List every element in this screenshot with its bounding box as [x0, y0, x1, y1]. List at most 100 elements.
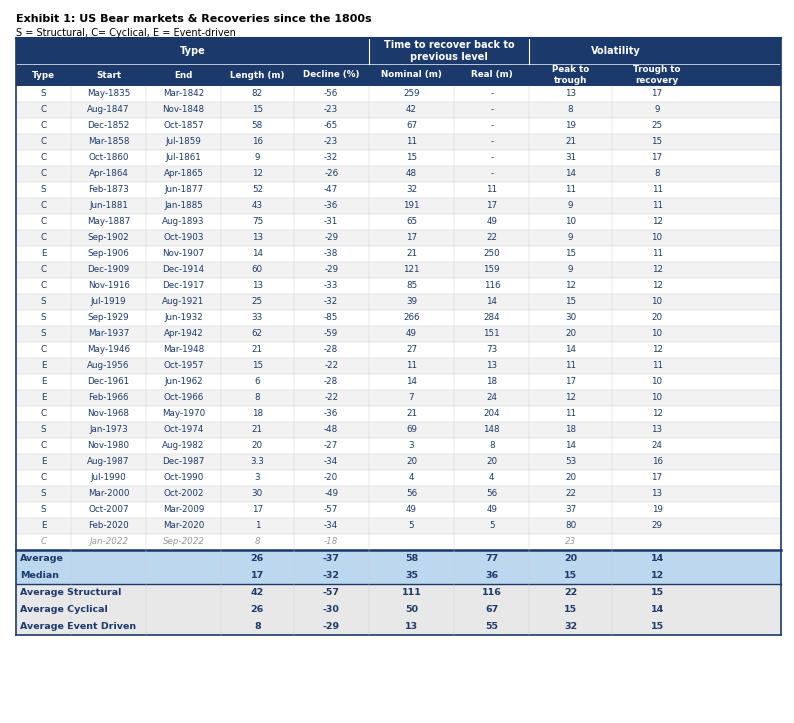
Text: -32: -32 [322, 571, 340, 580]
Text: 56: 56 [406, 489, 417, 498]
Text: Nov-1916: Nov-1916 [87, 281, 129, 291]
Text: 20: 20 [565, 330, 576, 338]
Text: 10: 10 [652, 234, 663, 242]
Text: 17: 17 [251, 571, 264, 580]
Text: 25: 25 [252, 297, 263, 307]
Text: C: C [40, 265, 47, 275]
Text: -85: -85 [324, 314, 338, 322]
Text: Mar-1937: Mar-1937 [88, 330, 129, 338]
Text: 14: 14 [565, 346, 576, 354]
Text: 5: 5 [489, 521, 495, 531]
Text: E: E [40, 362, 46, 370]
Text: 204: 204 [484, 409, 500, 419]
Text: 85: 85 [406, 281, 417, 291]
Text: Aug-1921: Aug-1921 [163, 297, 205, 307]
Text: Dec-1909: Dec-1909 [87, 265, 129, 275]
Text: May-1887: May-1887 [87, 218, 130, 226]
Text: 7: 7 [409, 393, 414, 403]
Text: -36: -36 [324, 409, 338, 419]
Bar [16, 64, 781, 86]
Text: 17: 17 [406, 234, 417, 242]
Text: 116: 116 [482, 588, 502, 597]
Text: 58: 58 [252, 121, 263, 130]
Text: -30: -30 [322, 605, 340, 614]
Text: 3.3: 3.3 [250, 458, 264, 466]
Bar [16, 470, 781, 486]
Text: Apr-1865: Apr-1865 [164, 169, 203, 179]
Text: 4: 4 [489, 474, 495, 482]
Text: 20: 20 [252, 442, 263, 450]
Text: S = Structural, C= Cyclical, E = Event-driven: S = Structural, C= Cyclical, E = Event-d… [16, 28, 236, 38]
Text: Jul-1990: Jul-1990 [91, 474, 126, 482]
Text: 48: 48 [406, 169, 417, 179]
Text: Oct-1974: Oct-1974 [164, 426, 204, 435]
Text: -38: -38 [324, 249, 338, 259]
Text: 12: 12 [650, 571, 664, 580]
Text: -: - [490, 90, 493, 98]
Text: 14: 14 [565, 442, 576, 450]
Text: 3: 3 [409, 442, 414, 450]
Bar [16, 454, 781, 470]
Text: -29: -29 [322, 622, 340, 631]
Text: 50: 50 [405, 605, 418, 614]
Text: 49: 49 [406, 330, 417, 338]
Text: Mar-1948: Mar-1948 [163, 346, 204, 354]
Text: 8: 8 [255, 393, 260, 403]
Text: 15: 15 [652, 137, 663, 147]
Text: 15: 15 [406, 153, 417, 163]
Text: Aug-1982: Aug-1982 [162, 442, 205, 450]
Text: 42: 42 [406, 106, 417, 114]
Text: 12: 12 [565, 281, 576, 291]
Text: 49: 49 [406, 505, 417, 515]
Text: 8: 8 [254, 622, 260, 631]
Text: 12: 12 [652, 265, 662, 275]
Bar [16, 102, 781, 118]
Text: 15: 15 [565, 249, 576, 259]
Text: 111: 111 [402, 588, 422, 597]
Text: Jun-1877: Jun-1877 [164, 186, 203, 194]
Text: 17: 17 [565, 377, 576, 387]
Text: 14: 14 [487, 297, 497, 307]
Text: S: S [40, 314, 46, 322]
Text: 25: 25 [652, 121, 663, 130]
Text: Mar-2020: Mar-2020 [163, 521, 204, 531]
Text: 11: 11 [652, 362, 662, 370]
Text: 15: 15 [252, 106, 263, 114]
Text: Jan-1885: Jan-1885 [164, 202, 203, 210]
Text: 11: 11 [406, 137, 417, 147]
Text: Length (m): Length (m) [230, 71, 284, 80]
Text: 3: 3 [255, 474, 260, 482]
Text: 15: 15 [252, 362, 263, 370]
Text: 82: 82 [252, 90, 263, 98]
Text: Decline (%): Decline (%) [303, 71, 360, 80]
Bar [16, 134, 781, 150]
Text: Aug-1956: Aug-1956 [87, 362, 129, 370]
Text: Oct-2007: Oct-2007 [88, 505, 129, 515]
Bar [16, 486, 781, 502]
Text: 14: 14 [650, 605, 664, 614]
Text: Dec-1852: Dec-1852 [87, 121, 129, 130]
Text: S: S [40, 90, 46, 98]
Bar [16, 601, 781, 618]
Text: 18: 18 [486, 377, 497, 387]
Text: Mar-2000: Mar-2000 [88, 489, 129, 498]
Bar [16, 214, 781, 230]
Text: -23: -23 [324, 106, 338, 114]
Text: Oct-1903: Oct-1903 [164, 234, 204, 242]
Text: Volatility: Volatility [591, 46, 641, 56]
Text: 9: 9 [654, 106, 660, 114]
Text: 6: 6 [255, 377, 260, 387]
Text: May-1970: May-1970 [162, 409, 205, 419]
Text: 10: 10 [565, 218, 576, 226]
Text: Average Structural: Average Structural [20, 588, 121, 597]
Bar [16, 422, 781, 438]
Text: -49: -49 [324, 489, 338, 498]
Text: S: S [40, 330, 46, 338]
Text: C: C [40, 409, 47, 419]
Text: 10: 10 [652, 393, 663, 403]
Text: -56: -56 [324, 90, 338, 98]
Text: -48: -48 [324, 426, 338, 435]
Text: 10: 10 [652, 330, 663, 338]
Text: 11: 11 [565, 186, 576, 194]
Text: -: - [490, 137, 493, 147]
